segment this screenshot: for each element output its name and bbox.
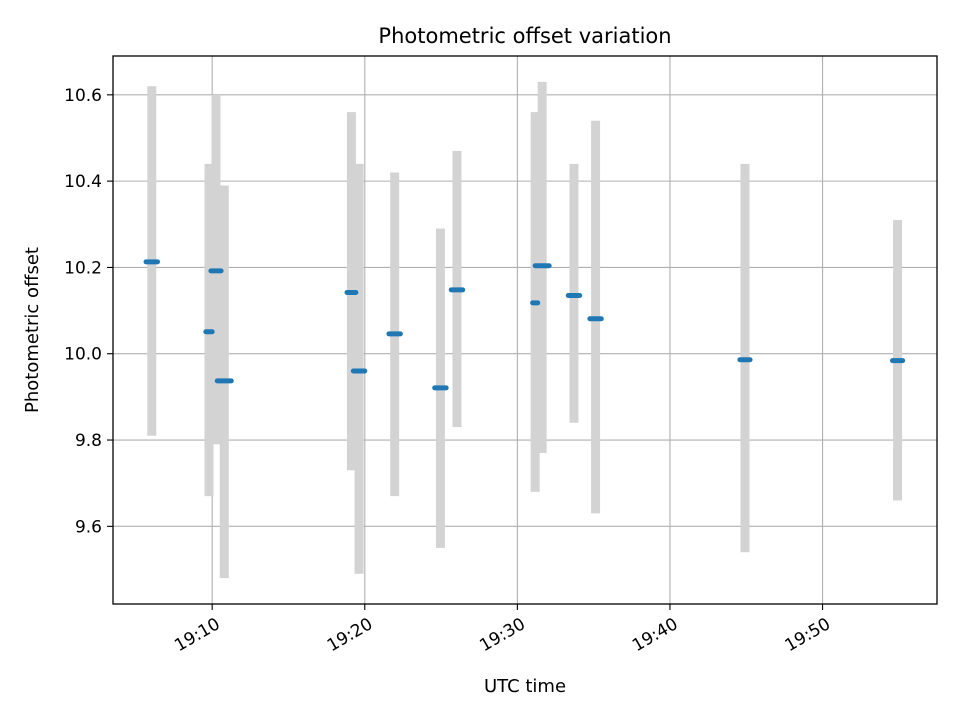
plot-frame <box>112 55 938 605</box>
y-tick-label: 10.6 <box>64 86 102 106</box>
grid <box>113 56 937 604</box>
y-axis-label: Photometric offset <box>22 247 43 413</box>
y-tick-label: 10.0 <box>64 345 102 365</box>
y-tick-label: 9.6 <box>75 517 102 537</box>
x-axis-label: UTC time <box>484 676 566 697</box>
chart-title: Photometric offset variation <box>378 24 671 48</box>
y-tick-label: 10.4 <box>64 172 102 192</box>
data-points <box>143 259 906 391</box>
y-tick-label: 10.2 <box>64 258 102 278</box>
y-tick-label: 9.8 <box>75 431 102 451</box>
